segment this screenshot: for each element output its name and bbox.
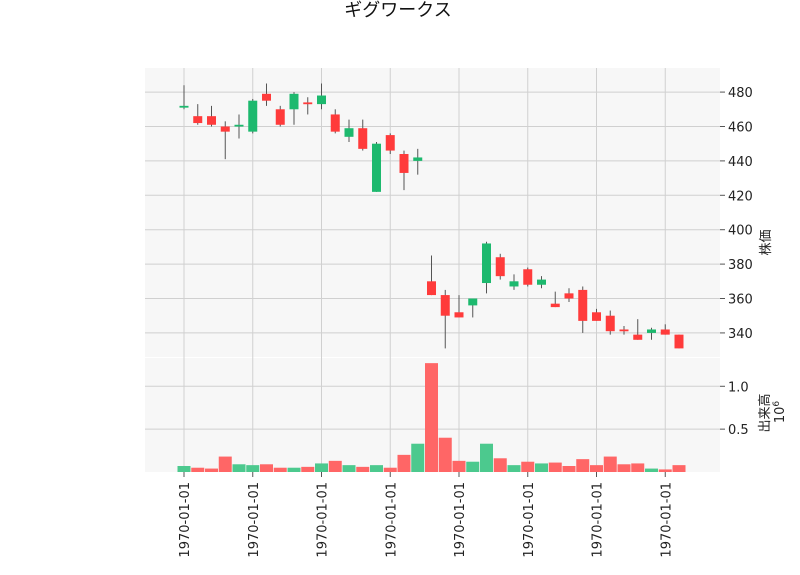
x-tick-label: 1970-01-01	[522, 482, 537, 558]
price-tick-label: 440	[728, 155, 753, 170]
volume-bar	[535, 463, 548, 472]
volume-bar	[576, 459, 590, 472]
candle-body	[454, 312, 464, 318]
candle-body	[592, 312, 601, 321]
volume-bar	[301, 466, 315, 472]
candle-body	[482, 243, 491, 284]
volume-bar	[466, 461, 480, 472]
candle-body	[372, 143, 381, 192]
volume-bar	[617, 464, 631, 472]
x-tick-label: 1970-01-01	[384, 482, 399, 558]
candle-body	[330, 114, 340, 132]
price-tick-label: 400	[728, 224, 753, 239]
candle-body	[495, 257, 505, 277]
candle-body	[578, 289, 588, 321]
candle-body	[537, 279, 546, 285]
candle-body	[674, 334, 684, 349]
candle-body	[248, 100, 258, 132]
volume-bar	[548, 462, 562, 472]
price-tick-label: 360	[728, 293, 753, 308]
volume-bar	[397, 454, 411, 472]
volume-bar	[631, 463, 645, 472]
volume-bar	[480, 443, 493, 472]
candle-body	[385, 135, 395, 151]
price-tick-label: 460	[728, 120, 753, 135]
volume-bar	[658, 469, 672, 472]
volume-scale-label: 106	[772, 401, 788, 424]
volume-bar	[232, 464, 246, 472]
candle-body	[440, 295, 450, 316]
x-tick-label: 1970-01-01	[247, 482, 262, 558]
volume-bar	[328, 460, 342, 472]
volume-bar	[287, 467, 301, 472]
candle-body	[289, 93, 299, 110]
candle-body	[220, 126, 230, 132]
candle-body	[399, 154, 409, 173]
candle-body	[234, 124, 244, 127]
candle-body	[619, 329, 629, 332]
volume-bar	[672, 465, 686, 472]
candle-body	[605, 315, 615, 332]
volume-bar	[218, 456, 232, 472]
volume-bar	[507, 465, 521, 472]
x-tick-label: 1970-01-01	[659, 482, 674, 558]
candle-body	[317, 95, 326, 105]
volume-bar	[383, 467, 397, 472]
volume-bar	[645, 468, 658, 472]
volume-bar	[246, 465, 260, 472]
volume-bar	[452, 460, 466, 472]
candle-body	[262, 93, 271, 101]
volume-bar	[438, 437, 452, 472]
volume-tick-label: 0.5	[728, 423, 749, 438]
volume-bar	[260, 464, 273, 472]
x-tick-label: 1970-01-01	[453, 482, 468, 558]
volume-bar	[521, 461, 535, 472]
x-tick-label: 1970-01-01	[316, 482, 331, 558]
candle-body	[633, 334, 643, 340]
volume-bar	[191, 467, 205, 472]
price-panel	[145, 68, 720, 357]
volume-bar	[342, 465, 356, 472]
candle-body	[468, 298, 478, 306]
candle-body	[427, 281, 436, 296]
candle-body	[523, 269, 533, 285]
volume-bar	[603, 456, 617, 472]
price-tick-label: 480	[728, 86, 753, 101]
volume-bar	[562, 466, 576, 472]
volume-bar	[590, 465, 603, 472]
candle-body	[358, 128, 368, 149]
candle-body	[179, 105, 189, 108]
volume-bar	[356, 466, 370, 472]
candle-body	[564, 293, 574, 299]
candle-body	[303, 102, 313, 105]
price-tick-label: 380	[728, 258, 753, 273]
price-tick-label: 420	[728, 189, 753, 204]
volume-bar	[177, 466, 191, 472]
volume-bar	[493, 458, 507, 472]
candle-body	[660, 329, 670, 335]
volume-axis-label: 出来高	[757, 393, 773, 432]
volume-bar	[425, 363, 438, 472]
volume-bar	[315, 463, 328, 472]
candle-body	[647, 329, 656, 333]
volume-bar	[205, 468, 218, 472]
candle-body	[207, 116, 216, 125]
x-tick-label: 1970-01-01	[591, 482, 606, 558]
volume-bar	[370, 465, 383, 472]
candle-body	[193, 116, 203, 124]
volume-bar	[411, 443, 425, 472]
candle-body	[413, 157, 423, 161]
price-axis-label: 株価	[759, 229, 774, 255]
price-tick-label: 340	[728, 327, 753, 342]
candle-body	[509, 281, 519, 287]
candle-body	[344, 128, 354, 137]
volume-tick-label: 1.0	[728, 380, 749, 395]
chart-title: ギグワークス	[344, 0, 451, 21]
candle-body	[275, 109, 285, 125]
candle-body	[550, 303, 560, 308]
volume-bar	[273, 467, 287, 472]
x-tick-label: 1970-01-01	[178, 482, 193, 558]
